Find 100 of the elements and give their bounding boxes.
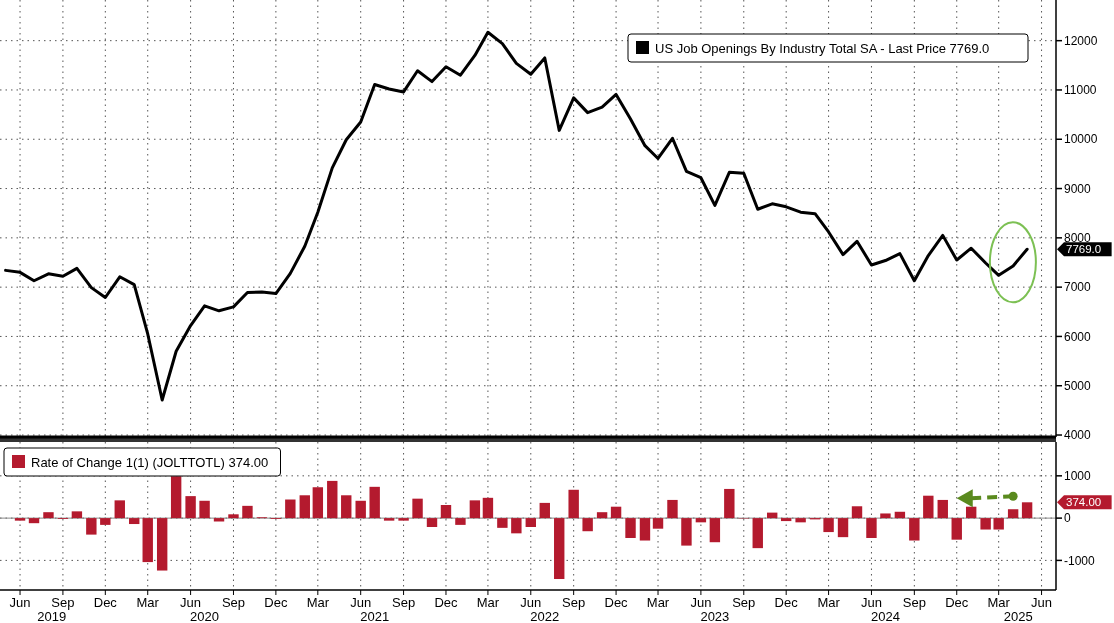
y-tick-label: 4000 xyxy=(1064,428,1092,443)
bar xyxy=(129,518,140,525)
bar xyxy=(341,495,352,519)
y-tick-label: 5000 xyxy=(1064,378,1092,393)
bar xyxy=(1021,502,1033,519)
bar xyxy=(1007,509,1019,519)
bar xyxy=(412,498,423,519)
x-tick-label: Dec xyxy=(93,595,118,610)
x-tick-label: Mar xyxy=(817,595,841,610)
bar xyxy=(837,518,849,538)
bar xyxy=(667,499,678,519)
x2-tick-label: 2025 xyxy=(1003,609,1033,623)
x-tick-label: Dec xyxy=(945,595,969,610)
x-tick-label: Jun xyxy=(520,595,542,610)
bar xyxy=(993,518,1004,530)
bar xyxy=(554,518,565,580)
bar xyxy=(909,518,920,541)
bar xyxy=(426,518,438,527)
y-tick-label: 11000 xyxy=(1064,83,1097,98)
bar xyxy=(440,505,452,519)
bar xyxy=(894,511,906,519)
bar xyxy=(369,486,380,519)
bar xyxy=(469,500,481,519)
bar xyxy=(398,518,409,521)
bar xyxy=(170,476,182,519)
bar xyxy=(980,518,991,530)
bar xyxy=(823,518,834,533)
y-tick-label: 6000 xyxy=(1064,329,1092,344)
bar xyxy=(455,518,466,525)
x-tick-label: Sep xyxy=(562,595,586,610)
bar xyxy=(142,518,153,563)
bar xyxy=(582,518,593,532)
x-tick-label: Sep xyxy=(392,595,416,610)
bar xyxy=(86,518,97,535)
bar xyxy=(299,495,310,519)
x2-tick-label: 2023 xyxy=(700,609,730,623)
bar xyxy=(752,518,763,549)
x2-tick-label: 2021 xyxy=(360,609,390,623)
bar xyxy=(14,518,26,521)
y-tick-label: 7000 xyxy=(1064,280,1092,295)
x-tick-label: Sep xyxy=(221,595,246,610)
bar xyxy=(880,513,891,519)
x-tick-label: Sep xyxy=(902,595,926,610)
bar xyxy=(242,505,253,519)
x-tick-label: Jun xyxy=(180,595,202,610)
bar xyxy=(639,518,651,541)
y-tick-label: 0 xyxy=(1064,511,1071,526)
x-tick-label: Dec xyxy=(604,595,629,610)
bar xyxy=(681,518,692,546)
bar xyxy=(355,500,366,519)
x-tick-label: Dec xyxy=(264,595,288,610)
legend-label: Rate of Change 1(1) (JOLTTOTL) 374.00 xyxy=(31,455,269,470)
bar xyxy=(497,518,508,528)
x-tick-label: Jun xyxy=(1031,595,1053,610)
bar xyxy=(511,518,522,534)
bar xyxy=(866,518,877,538)
bar xyxy=(695,518,707,523)
x-tick-label: Jun xyxy=(9,595,31,610)
bar xyxy=(100,518,111,525)
bar xyxy=(156,518,168,571)
x-tick-label: Dec xyxy=(434,595,459,610)
bar xyxy=(951,518,962,540)
bar xyxy=(652,518,664,529)
bar xyxy=(312,487,324,519)
x-tick-label: Jun xyxy=(860,595,882,610)
line-series xyxy=(4,30,1029,402)
bar xyxy=(228,514,239,519)
y-tick-label: 1000 xyxy=(1064,469,1092,484)
bar xyxy=(185,496,196,519)
y-tick-label: 8000 xyxy=(1064,231,1092,246)
x-tick-label: Mar xyxy=(646,595,670,610)
x-tick-label: Mar xyxy=(476,595,500,610)
bar xyxy=(43,512,54,519)
legend-label: US Job Openings By Industry Total SA - Last Price 7769.0 xyxy=(655,41,990,56)
bar xyxy=(937,499,948,519)
x2-tick-label: 2022 xyxy=(530,609,560,623)
bar xyxy=(724,488,735,519)
bar xyxy=(327,480,338,519)
bar xyxy=(199,500,210,519)
bar xyxy=(923,495,934,519)
bar xyxy=(285,499,296,519)
text: 374.00 xyxy=(1066,496,1102,509)
bar xyxy=(568,489,579,519)
bar xyxy=(482,497,494,519)
y-tick-label: 10000 xyxy=(1064,132,1098,147)
y-tick-label: 9000 xyxy=(1064,181,1092,196)
text: 7769.0 xyxy=(1066,243,1102,256)
bar xyxy=(539,502,550,519)
bar xyxy=(28,518,40,524)
x2-tick-label: 2020 xyxy=(190,609,220,623)
y-tick-label: 12000 xyxy=(1064,33,1098,48)
x-tick-label: Jun xyxy=(690,595,712,610)
y-tick-label: -1000 xyxy=(1064,553,1096,568)
x-tick-label: Mar xyxy=(306,595,330,610)
x-tick-label: Sep xyxy=(51,595,75,610)
bar xyxy=(383,518,395,521)
x-tick-label: Dec xyxy=(774,595,799,610)
x-tick-label: Jun xyxy=(350,595,372,610)
bar xyxy=(851,506,863,519)
x-tick-label: Mar xyxy=(987,595,1011,610)
